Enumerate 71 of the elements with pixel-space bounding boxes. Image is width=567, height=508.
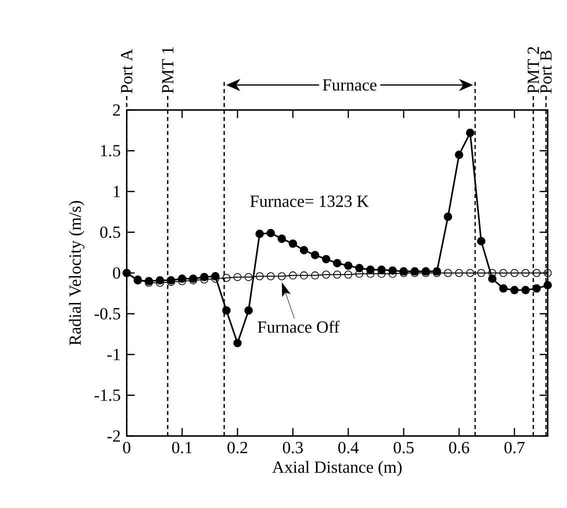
point xyxy=(499,268,508,277)
point xyxy=(455,268,464,277)
ref-line-label: PMT 1 xyxy=(162,47,174,94)
ref-line-label: Port A xyxy=(121,49,132,94)
point xyxy=(300,271,308,280)
point xyxy=(344,270,352,279)
point xyxy=(488,274,496,283)
point xyxy=(477,268,486,277)
point xyxy=(233,338,242,348)
x-tick-label: 0.4 xyxy=(338,442,359,454)
point xyxy=(499,284,508,293)
annotation: Furnace= 1323 K xyxy=(250,196,369,207)
point xyxy=(510,268,518,277)
x-tick-label: 0.5 xyxy=(394,442,414,454)
y-axis-title: Radial Velocity (m/s) xyxy=(68,201,84,346)
x-tick-label: 0.3 xyxy=(282,442,303,454)
y-tick-label: 1.5 xyxy=(101,145,120,156)
point xyxy=(278,234,286,243)
y-tick-label: 0 xyxy=(112,267,120,279)
point xyxy=(333,270,342,279)
point xyxy=(544,268,552,277)
point xyxy=(222,306,231,315)
point xyxy=(278,272,286,280)
ref-line-label: Port B xyxy=(540,50,552,94)
point xyxy=(244,273,253,282)
x-tick-label: 0.2 xyxy=(228,442,248,454)
point xyxy=(244,306,253,315)
x-tick-label: 0 xyxy=(123,442,130,454)
y-tick-label: 1 xyxy=(114,186,120,198)
point xyxy=(466,268,474,277)
point xyxy=(255,230,264,238)
text: Furnace xyxy=(322,79,376,91)
y-tick-label: 2 xyxy=(113,104,120,116)
point xyxy=(466,128,474,138)
point xyxy=(310,250,320,260)
point xyxy=(521,286,530,294)
point xyxy=(322,254,330,264)
point xyxy=(344,261,352,270)
point xyxy=(522,268,530,277)
point xyxy=(322,270,330,279)
point xyxy=(477,237,486,246)
point xyxy=(266,228,275,238)
y-tick-label: -1.5 xyxy=(94,390,120,401)
x-tick-label: 0.1 xyxy=(172,442,192,454)
point xyxy=(222,274,230,282)
point xyxy=(488,268,496,277)
point xyxy=(543,281,552,290)
point xyxy=(510,286,519,294)
y-tick-label: 0.5 xyxy=(100,226,120,238)
point xyxy=(266,272,275,280)
y-tick-label: -0.5 xyxy=(94,308,120,320)
point xyxy=(444,212,452,221)
point xyxy=(233,273,242,282)
y-tick-label: -1 xyxy=(107,348,120,360)
annotation: Furnace Off xyxy=(258,320,340,333)
point xyxy=(454,150,464,160)
point xyxy=(300,246,308,254)
point xyxy=(256,272,264,280)
point xyxy=(355,264,364,272)
point xyxy=(532,268,541,277)
y-tick-label: -2 xyxy=(107,430,120,442)
point xyxy=(332,259,342,268)
point xyxy=(311,271,320,280)
x-tick-label: 0.7 xyxy=(504,442,525,454)
x-tick-label: 0.6 xyxy=(449,442,470,454)
point xyxy=(288,271,297,280)
ref-line-label: PMT 2 xyxy=(528,47,539,94)
point xyxy=(444,268,452,277)
x-axis-title: Axial Distance (m) xyxy=(272,460,402,476)
point xyxy=(288,239,298,248)
point xyxy=(532,284,541,293)
